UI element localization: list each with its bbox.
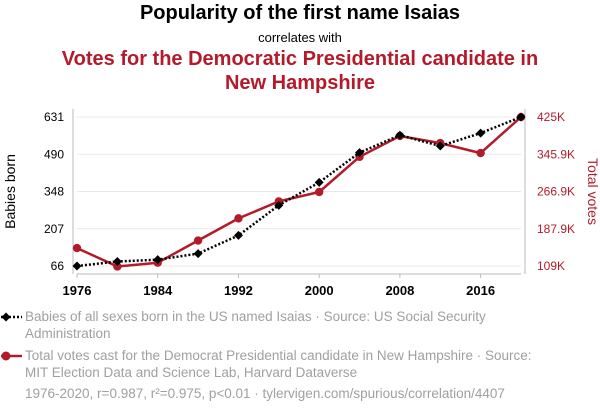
y-right-tick-label: 187.9K [537,222,575,236]
x-tick-label: 1992 [224,283,253,298]
x-tick-label: 1984 [143,283,173,298]
data-point-babies [274,200,284,210]
y-right-tick-label: 345.9K [537,147,575,161]
y-right-axis-title: Total votes [585,158,600,225]
data-point-babies [193,249,203,259]
y-left-tick-label: 207 [44,222,64,236]
x-tick-label: 2000 [305,283,334,298]
data-point-babies [355,148,365,158]
data-point-votes [72,243,82,253]
data-point-babies [476,128,486,138]
y-right-tick-label: 109K [537,259,565,273]
data-point-babies [435,141,445,151]
data-point-babies [112,257,122,267]
y-left-tick-label: 66 [51,259,65,273]
x-tick-label: 2008 [385,283,414,298]
legend-label-votes: Total votes cast for the Democrat Presid… [25,348,532,380]
data-point-votes [476,148,485,158]
legend-marker-babies [1,312,22,322]
data-point-babies [516,112,526,122]
x-tick-label: 2016 [466,283,495,298]
y-left-tick-label: 631 [44,110,64,124]
x-tick-label: 1976 [63,283,92,298]
y-left-axis-title: Babies born [2,154,18,229]
data-point-babies [72,261,82,271]
y-left-tick-label: 490 [44,147,64,161]
data-point-votes [234,214,243,223]
data-point-babies [395,130,405,140]
chart-connector: correlates with [258,30,342,45]
y-left-tick-label: 348 [44,185,64,199]
data-point-votes [193,236,203,245]
chart-footer: 1976-2020, r=0.987, r²=0.975, p<0.01 · t… [25,386,505,401]
y-right-tick-label: 266.9K [537,185,575,199]
legend-marker-votes [1,351,22,361]
data-point-babies [233,230,243,240]
legend-label-babies: Babies of all sexes born in the US named… [25,309,486,341]
data-point-votes [314,187,324,197]
y-right-tick-label: 425K [537,110,565,124]
chart-subtitle: Votes for the Democratic Presidential ca… [61,48,539,94]
series-line-babies [76,115,522,268]
data-point-babies [314,177,324,187]
data-point-babies [153,255,163,265]
data-point-votes [113,262,122,271]
chart-title: Popularity of the first name Isaias [139,2,461,24]
